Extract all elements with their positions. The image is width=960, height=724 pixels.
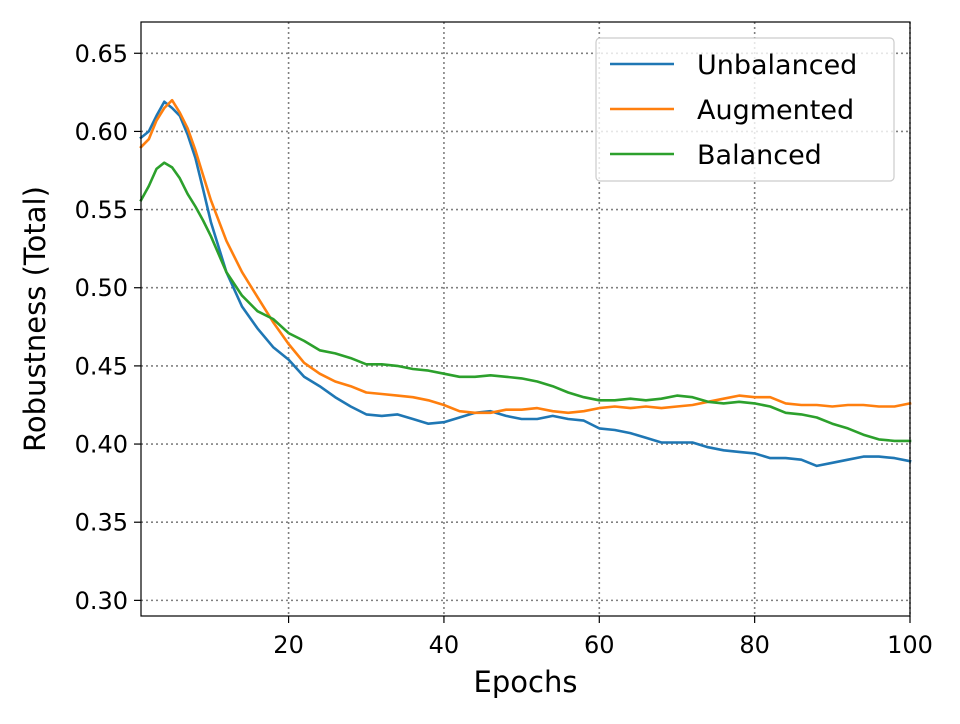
y-tick-label: 0.55	[75, 196, 128, 224]
legend-label: Balanced	[697, 140, 822, 171]
y-tick-label: 0.45	[75, 352, 128, 380]
legend-box	[595, 37, 895, 182]
y-tick-label: 0.65	[75, 40, 128, 68]
axis-ticks: 20 40 60 80 100 0.30 0.35 0.40 0.45 0.50 0.55 0.60 0…	[75, 40, 933, 659]
x-tick-label: 40	[429, 631, 460, 659]
x-axis-label: Epochs	[474, 665, 578, 699]
legend-label: Unbalanced	[697, 50, 857, 81]
x-tick-label: 20	[273, 631, 304, 659]
legend-entry: Balanced	[610, 140, 822, 171]
y-tick-label: 0.40	[75, 431, 128, 459]
y-tick-label: 0.35	[75, 509, 128, 537]
series-line-augmented	[139, 98, 912, 415]
y-tick-label: 0.60	[75, 118, 128, 146]
x-tick-label: 60	[584, 631, 615, 659]
legend: Unbalanced Augmented Balanced	[595, 37, 895, 182]
y-tick-label: 0.50	[75, 274, 128, 302]
legend-label: Augmented	[697, 95, 854, 126]
series-lines	[139, 98, 912, 468]
series-line-unbalanced	[139, 100, 912, 468]
legend-entry: Unbalanced	[610, 50, 857, 81]
legend-entry: Augmented	[610, 95, 854, 126]
series-line-balanced	[139, 161, 912, 443]
x-tick-label: 80	[739, 631, 770, 659]
plot-frame	[140, 21, 911, 617]
y-axis-label: Robustness (Total)	[18, 186, 52, 452]
x-tick-label: 100	[887, 631, 933, 659]
legend-items: Unbalanced Augmented Balanced	[610, 50, 857, 171]
y-tick-label: 0.30	[75, 587, 128, 615]
